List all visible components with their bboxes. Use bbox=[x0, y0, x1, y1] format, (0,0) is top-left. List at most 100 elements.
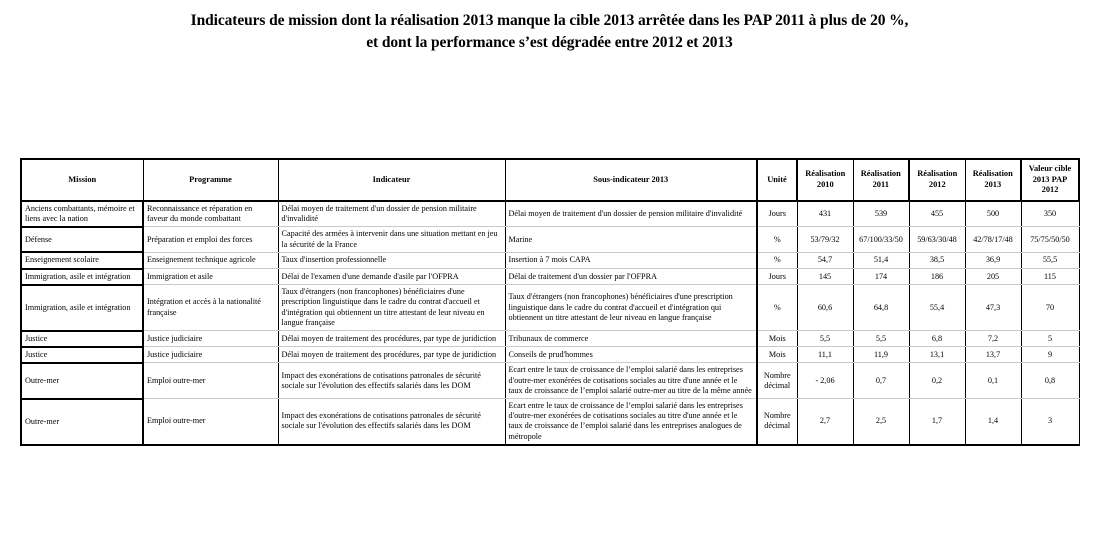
cell-realisation-2013: 205 bbox=[964, 268, 1022, 286]
cell-realisation-2010: 53/79/32 bbox=[796, 226, 854, 253]
cell-unite: Mois bbox=[756, 330, 798, 348]
cell-mission: Outre-mer bbox=[20, 361, 144, 400]
column-header-unite: Unité bbox=[756, 158, 798, 202]
column-header-sous-indicateur: Sous-indicateur 2013 bbox=[504, 158, 758, 202]
column-header-mission: Mission bbox=[20, 158, 144, 202]
cell-programme: Justice judiciaire bbox=[142, 330, 279, 348]
column-header-indicateur: Indicateur bbox=[277, 158, 506, 202]
table-header-row: Mission Programme Indicateur Sous-indica… bbox=[20, 158, 1080, 202]
cell-sous: Ecart entre le taux de croissance de l’e… bbox=[504, 362, 758, 400]
cell-realisation-2010: 145 bbox=[796, 268, 854, 286]
cell-programme: Préparation et emploi des forces bbox=[142, 226, 279, 253]
cell-realisation-2011: 67/100/33/50 bbox=[852, 226, 910, 253]
cell-unite: Jours bbox=[756, 199, 798, 228]
cell-mission: Enseignement scolaire bbox=[20, 251, 144, 270]
cell-programme: Immigration et asile bbox=[142, 268, 279, 286]
cell-valeur-cible: 70 bbox=[1020, 284, 1080, 332]
cell-unite: Nombre décimal bbox=[756, 362, 798, 400]
indicators-table: Mission Programme Indicateur Sous-indica… bbox=[20, 158, 1080, 446]
cell-mission: Immigration, asile et intégration bbox=[20, 267, 144, 286]
cell-mission: Justice bbox=[20, 329, 144, 348]
cell-sous: Conseils de prud'hommes bbox=[504, 346, 758, 364]
cell-indicateur: Capacité des armées à intervenir dans un… bbox=[277, 226, 506, 253]
cell-realisation-2012: 1,7 bbox=[908, 398, 966, 446]
table-row: Immigration, asile et intégration Intégra… bbox=[20, 283, 1080, 332]
cell-realisation-2011: 64,8 bbox=[852, 284, 910, 332]
table-row: Justice Justice judiciaire Délai moyen de … bbox=[20, 345, 1080, 364]
cell-mission: Anciens combattants, mémoire et liens av… bbox=[20, 199, 144, 228]
table-row: Outre-mer Emploi outre-mer Impact des exon… bbox=[20, 397, 1080, 446]
cell-indicateur: Délai de l'examen d'une demande d'asile … bbox=[277, 268, 506, 286]
table-row: Outre-mer Emploi outre-mer Impact des exon… bbox=[20, 361, 1080, 400]
cell-unite: Nombre décimal bbox=[756, 398, 798, 446]
cell-realisation-2011: 539 bbox=[852, 199, 910, 228]
cell-indicateur: Impact des exonérations de cotisations p… bbox=[277, 398, 506, 446]
cell-realisation-2010: 60,6 bbox=[796, 284, 854, 332]
cell-programme: Justice judiciaire bbox=[142, 346, 279, 364]
cell-realisation-2010: 431 bbox=[796, 199, 854, 228]
cell-indicateur: Délai moyen de traitement des procédures… bbox=[277, 346, 506, 364]
table-row: Défense Préparation et emploi des forces C… bbox=[20, 225, 1080, 254]
cell-sous: Taux d'étrangers (non francophones) béné… bbox=[504, 284, 758, 332]
column-header-realisation-2011: Réalisation 2011 bbox=[852, 158, 910, 202]
table-row: Enseignement scolaire Enseignement techni… bbox=[20, 251, 1080, 270]
cell-programme: Emploi outre-mer bbox=[142, 398, 279, 446]
cell-programme: Intégration et accès à la nationalité fr… bbox=[142, 284, 279, 332]
cell-realisation-2011: 0,7 bbox=[852, 362, 910, 400]
cell-unite: % bbox=[756, 251, 798, 270]
cell-mission: Immigration, asile et intégration bbox=[20, 283, 144, 332]
page-title: Indicateurs de mission dont la réalisati… bbox=[0, 0, 1099, 54]
cell-realisation-2013: 1,4 bbox=[964, 398, 1022, 446]
cell-realisation-2012: 55,4 bbox=[908, 284, 966, 332]
cell-valeur-cible: 115 bbox=[1020, 268, 1080, 286]
cell-programme: Enseignement technique agricole bbox=[142, 251, 279, 270]
cell-sous: Marine bbox=[504, 226, 758, 253]
cell-unite: Mois bbox=[756, 346, 798, 364]
cell-realisation-2010: 11,1 bbox=[796, 346, 854, 364]
cell-realisation-2013: 7,2 bbox=[964, 330, 1022, 348]
cell-realisation-2011: 51,4 bbox=[852, 251, 910, 270]
cell-realisation-2013: 36,9 bbox=[964, 251, 1022, 270]
cell-realisation-2012: 455 bbox=[908, 199, 966, 228]
column-header-realisation-2012: Réalisation 2012 bbox=[908, 158, 966, 202]
cell-valeur-cible: 350 bbox=[1020, 199, 1080, 228]
column-header-realisation-2010: Réalisation 2010 bbox=[796, 158, 854, 202]
cell-indicateur: Délai moyen de traitement d'un dossier d… bbox=[277, 199, 506, 228]
cell-realisation-2010: 54,7 bbox=[796, 251, 854, 270]
cell-indicateur: Délai moyen de traitement des procédures… bbox=[277, 330, 506, 348]
cell-realisation-2011: 2,5 bbox=[852, 398, 910, 446]
cell-valeur-cible: 3 bbox=[1020, 398, 1080, 446]
column-header-valeur-cible: Valeur cible 2013 PAP 2012 bbox=[1020, 158, 1080, 202]
cell-realisation-2012: 6,8 bbox=[908, 330, 966, 348]
page-title-line-1: Indicateurs de mission dont la réalisati… bbox=[190, 12, 909, 29]
cell-valeur-cible: 55,5 bbox=[1020, 251, 1080, 270]
cell-realisation-2013: 47,3 bbox=[964, 284, 1022, 332]
cell-programme: Emploi outre-mer bbox=[142, 362, 279, 400]
cell-unite: % bbox=[756, 284, 798, 332]
cell-realisation-2012: 0,2 bbox=[908, 362, 966, 400]
table-header: Mission Programme Indicateur Sous-indica… bbox=[20, 158, 1080, 202]
cell-realisation-2013: 42/78/17/48 bbox=[964, 226, 1022, 253]
cell-valeur-cible: 75/75/50/50 bbox=[1020, 226, 1080, 253]
page-title-line-2: et dont la performance s’est dégradée en… bbox=[366, 34, 733, 51]
cell-programme: Reconnaissance et réparation en faveur d… bbox=[142, 199, 279, 228]
cell-sous: Ecart entre le taux de croissance de l’e… bbox=[504, 398, 758, 446]
cell-indicateur: Impact des exonérations de cotisations p… bbox=[277, 362, 506, 400]
cell-realisation-2013: 13,7 bbox=[964, 346, 1022, 364]
cell-unite: Jours bbox=[756, 268, 798, 286]
cell-realisation-2012: 59/63/30/48 bbox=[908, 226, 966, 253]
cell-realisation-2011: 5,5 bbox=[852, 330, 910, 348]
cell-realisation-2010: - 2,06 bbox=[796, 362, 854, 400]
cell-sous: Tribunaux de commerce bbox=[504, 330, 758, 348]
table-row: Justice Justice judiciaire Délai moyen de … bbox=[20, 329, 1080, 348]
cell-sous: Délai moyen de traitement d'un dossier d… bbox=[504, 199, 758, 228]
cell-realisation-2011: 11,9 bbox=[852, 346, 910, 364]
column-header-realisation-2013: Réalisation 2013 bbox=[964, 158, 1022, 202]
cell-realisation-2010: 5,5 bbox=[796, 330, 854, 348]
cell-realisation-2012: 38,5 bbox=[908, 251, 966, 270]
table-body: Anciens combattants, mémoire et liens av… bbox=[20, 199, 1080, 446]
cell-realisation-2011: 174 bbox=[852, 268, 910, 286]
cell-mission: Outre-mer bbox=[20, 397, 144, 446]
cell-mission: Défense bbox=[20, 225, 144, 254]
indicators-table-container: Mission Programme Indicateur Sous-indica… bbox=[20, 158, 1080, 446]
